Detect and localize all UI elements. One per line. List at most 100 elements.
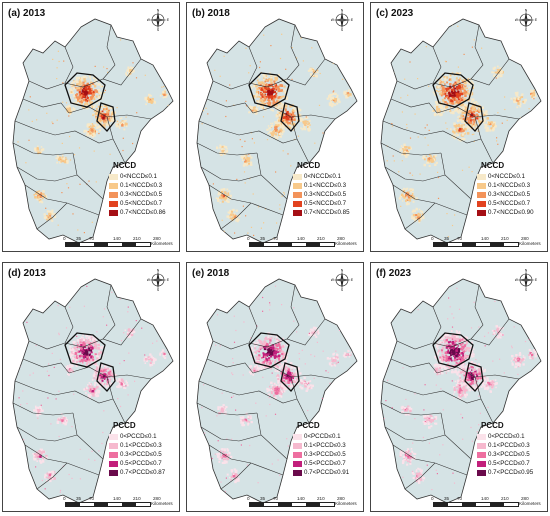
legend-label: 0.7<PCCD≤0.87 [120,469,166,476]
scale-tick: 70 [457,496,463,501]
scale-tick: 210 [501,236,509,241]
legend-label: 0.5<NCCD≤0.7 [120,200,163,207]
region-map [380,18,542,244]
compass-n: N [525,269,528,273]
legend: PCCD 0<PCCD≤0.1 0.1<PCCD≤0.3 0.3<PCCD≤0.5 0.… [109,421,179,477]
city-boundary [212,318,326,350]
scale-unit: Kilometers [151,241,173,246]
legend-label: 0.1<PCCD≤0.3 [488,442,530,449]
legend: PCCD 0<PCCD≤0.1 0.1<PCCD≤0.3 0.3<PCCD≤0.5 0.… [293,421,363,477]
city-boundary [396,318,510,350]
legend-swatch [477,173,486,180]
tianjin-boundary [96,102,116,132]
legend-item: 0.1<NCCD≤0.3 [109,181,179,190]
beijing-boundary [248,72,290,108]
legend-swatch [109,469,118,476]
panel-label: (f) 2023 [376,268,412,279]
beijing-boundary [248,332,290,368]
beijing-boundary [432,332,474,368]
legend-item: 0.7<NCCD≤0.86 [109,208,179,217]
beijing-boundary [432,72,474,108]
legend-swatch [477,451,486,458]
city-boundary [380,402,442,416]
scale-tick: 210 [317,496,325,501]
city-boundary [206,358,254,374]
beijing-boundary [64,72,106,108]
city-boundary [206,98,254,114]
city-boundary [200,166,262,182]
panel-label: (c) 2023 [376,8,414,19]
scale-tick: 210 [133,236,141,241]
compass-n: N [157,269,160,273]
scale-unit: Kilometers [519,501,541,506]
city-boundary [432,306,442,344]
scale-unit: Kilometers [519,241,541,246]
legend-label: 0.3<NCCD≤0.5 [120,191,163,198]
legend-swatch [293,442,302,449]
scale-tick: 70 [273,236,279,241]
legend-swatch [109,200,118,207]
scale-unit: Kilometers [151,501,173,506]
legend-swatch [477,182,486,189]
legend-label: 0.3<PCCD≤0.5 [120,451,162,458]
legend-swatch [477,200,486,207]
city-boundary [64,46,74,84]
scale-unit: Kilometers [335,501,357,506]
city-boundary [28,318,142,350]
legend-swatch [109,191,118,198]
legend-item: 0.5<PCCD≤0.7 [477,459,547,468]
city-boundary [390,98,438,114]
city-boundary [220,202,252,230]
coupling-pixels [199,284,356,503]
legend-label: 0.3<NCCD≤0.5 [488,191,531,198]
scale-tick: 210 [317,236,325,241]
scale-bar-segments [65,242,151,247]
compass-rose-icon: N S E W [147,9,169,31]
legend-label: 0<NCCD≤0.1 [488,173,525,180]
legend-item: 0.5<NCCD≤0.7 [477,199,547,208]
city-boundary [286,24,300,80]
legend-label: 0<PCCD≤0.1 [120,433,157,440]
city-boundary [16,166,78,182]
compass-w: W [515,278,519,282]
scale-bar: 0 35 70 140 210 280 Kilometers [429,496,547,510]
compass-n: N [525,9,528,13]
legend-label: 0.1<NCCD≤0.3 [120,182,163,189]
compass-e: E [351,18,353,22]
scale-tick: 35 [76,496,82,501]
legend: PCCD 0<PCCD≤0.1 0.1<PCCD≤0.3 0.3<PCCD≤0.5 0.… [477,421,547,477]
scale-tick: 280 [521,236,529,241]
city-boundary [12,402,74,416]
city-boundary [286,284,300,340]
legend-swatch [293,433,302,440]
compass-w: W [331,278,335,282]
compass-n: N [341,9,344,13]
compass-e: E [351,278,353,282]
legend-swatch [477,191,486,198]
legend-swatch [109,173,118,180]
tianjin-boundary [464,102,484,132]
map-panel: (b) 2018 N S E W NCCD 0<NCCD≤0.1 0.1<NCCD≤0.3 0.… [186,2,364,252]
scale-tick: 0 [247,496,250,501]
compass-s: S [341,28,344,31]
coupling-pixels [383,23,537,243]
city-boundary [196,142,258,156]
scale-bar: 0 35 70 140 210 280 Kilometers [245,236,363,250]
region-map [380,278,542,504]
scale-tick: 70 [89,496,95,501]
compass-s: S [157,288,160,291]
region-map [12,278,174,504]
city-boundary [196,402,258,416]
scale-tick: 210 [501,496,509,501]
region-map [196,278,358,504]
legend-swatch [477,433,486,440]
scale-tick: 140 [113,236,121,241]
city-boundary [64,306,74,344]
legend-item: 0.7<NCCD≤0.85 [293,208,363,217]
legend-swatch [109,451,118,458]
scale-bar-segments [65,502,151,507]
legend-swatch [109,433,118,440]
map-panel: (c) 2023 N S E W NCCD 0<NCCD≤0.1 0.1<NCCD≤0.3 0.… [370,2,548,252]
compass-e: E [167,278,169,282]
legend-swatch [293,209,302,216]
